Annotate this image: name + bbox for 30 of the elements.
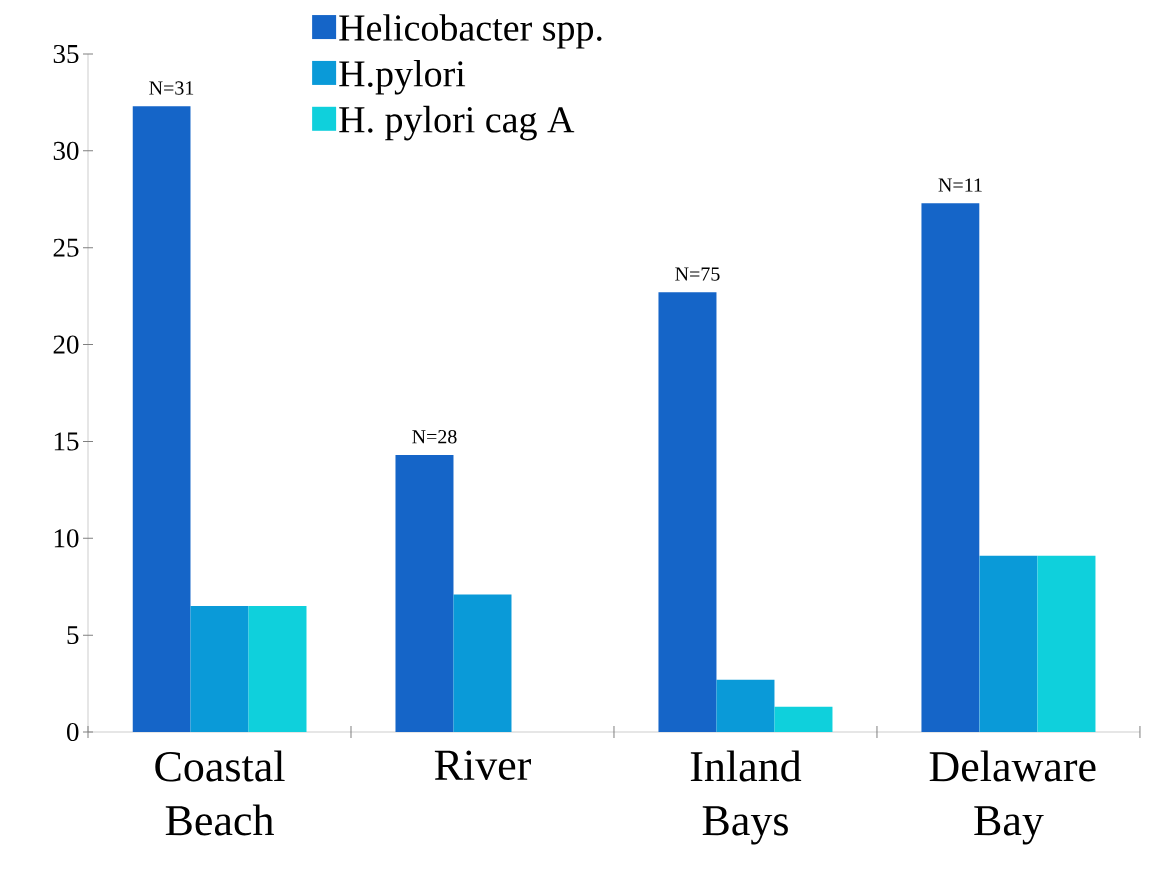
y-tick-label: 35: [53, 44, 79, 64]
annotation: N=11: [938, 178, 982, 192]
bar: [979, 555, 1038, 732]
bar: [774, 706, 833, 732]
annotation: N=28: [412, 429, 457, 444]
legend-label: H. pylori cag A: [339, 105, 575, 141]
y-tick-label: 25: [53, 238, 79, 257]
annotation: N=31: [149, 81, 194, 95]
bar: [658, 292, 717, 732]
legend-label: Helicobacter spp.: [339, 14, 602, 49]
bar: [248, 606, 307, 732]
y-tick-label: 10: [54, 529, 79, 548]
y-tick-label: 30: [53, 141, 79, 160]
x-tick-label: Inland Bays: [690, 750, 802, 845]
y-tick-label: 20: [53, 335, 79, 354]
x-tick-label: Delaware Bay: [929, 750, 1096, 845]
y-tick-label: 15: [54, 432, 79, 451]
bar: [190, 606, 249, 732]
y-tick-label: 0: [67, 722, 79, 742]
bar: [395, 454, 454, 732]
x-tick-label: River: [434, 750, 531, 781]
bar: [716, 679, 775, 732]
bar: [453, 594, 512, 732]
bar: [921, 203, 980, 732]
y-tick-label: 5: [67, 626, 79, 645]
x-tick-label: Coastal Beach: [155, 750, 285, 836]
bar: [1037, 555, 1096, 732]
legend-label: H.pylori: [339, 59, 466, 95]
bar: [132, 106, 191, 732]
annotation: N=75: [675, 267, 720, 281]
